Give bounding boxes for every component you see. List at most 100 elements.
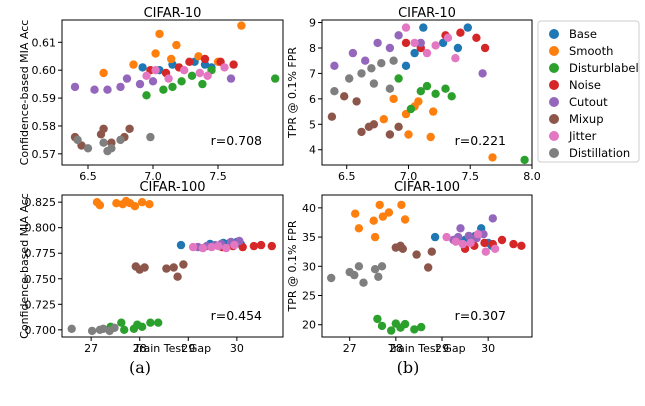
legend-item-distillation: Distillation (549, 146, 630, 160)
point-jitter (142, 71, 151, 81)
point-disturblabel (271, 74, 280, 83)
point-cutout (122, 74, 132, 83)
point-jitter (220, 63, 229, 72)
point-smooth (351, 209, 360, 218)
legend-label: Disturblabel (569, 61, 639, 75)
point-jitter (222, 243, 231, 253)
point-jitter (451, 237, 460, 246)
legend-item-base: Base (549, 27, 597, 41)
y-axis-title: Confidence-based MIA Acc (18, 20, 31, 166)
point-jitter (180, 66, 189, 75)
point-disturblabel (410, 325, 419, 334)
x-tick-label: 28 (133, 342, 147, 355)
legend-item-cutout: Cutout (549, 95, 608, 109)
y-tick-label: 9 (309, 17, 316, 30)
point-cutout (148, 77, 158, 86)
point-cutout (488, 214, 497, 223)
point-smooth (99, 68, 108, 78)
point-disturblabel (520, 155, 529, 165)
point-smooth (194, 52, 203, 61)
point-cutout (90, 85, 99, 94)
panel-title: CIFAR-100 (139, 180, 205, 195)
point-disturblabel (198, 79, 207, 89)
legend-label: Smooth (569, 44, 613, 58)
point-jitter (164, 74, 173, 83)
point-jitter (490, 244, 500, 253)
point-jitter (198, 243, 208, 253)
point-cutout (226, 74, 236, 83)
point-noise (229, 60, 238, 69)
point-disturblabel (400, 319, 410, 329)
point-disturblabel (187, 71, 197, 81)
point-disturblabel (142, 91, 151, 100)
x-tick-label: 27 (84, 342, 98, 355)
point-distillation (389, 56, 398, 65)
point-distillation (367, 64, 376, 73)
point-jitter (151, 66, 160, 75)
legend-label: Distillation (569, 146, 630, 160)
point-distillation (345, 74, 354, 83)
legend-label: Jitter (568, 129, 597, 143)
point-cutout (348, 48, 358, 58)
legend-item-disturblabel: Disturblabel (549, 61, 639, 75)
point-mixup (140, 263, 149, 272)
point-jitter (188, 242, 198, 252)
panel-title: CIFAR-10 (144, 6, 202, 21)
point-disturblabel (154, 318, 163, 327)
scatter-panel-2: 6.5 7.0 7.5 8.0 4 5 6 7 8 9 CIFAR-10 TPR @ 0.1% FPR… (286, 6, 541, 183)
point-distillation (103, 146, 112, 156)
point-cutout (361, 56, 370, 65)
legend: Base Smooth Disturblabel Noise Cutout Mixup Ji… (537, 20, 640, 163)
point-jitter (214, 241, 223, 251)
y-tick-label: 0.725 (25, 298, 57, 311)
scatter-panel-4: 27 28 29 30 20 25 30 35 40 CIFAR-100 TPR @ 0.1% FP… (286, 180, 533, 355)
point-disturblabel (159, 85, 168, 94)
point-cutout (464, 231, 473, 241)
point-base (401, 61, 411, 70)
x-tick-label: 29 (435, 342, 449, 355)
point-disturblabel (416, 87, 425, 96)
point-distillation (357, 69, 366, 78)
point-noise (200, 54, 210, 64)
legend-item-mixup: Mixup (549, 112, 604, 126)
y-tick-label: 0.775 (25, 247, 57, 260)
point-cutout (103, 85, 112, 94)
point-cutout (70, 82, 80, 92)
point-disturblabel (168, 82, 177, 92)
point-smooth (404, 130, 413, 139)
point-mixup (352, 97, 361, 106)
point-smooth (397, 200, 406, 210)
y-tick-label: 25 (302, 290, 316, 303)
y-tick-label: 4 (309, 144, 316, 157)
point-smooth (379, 115, 388, 124)
point-base (410, 48, 419, 58)
point-smooth (378, 212, 388, 221)
point-smooth (137, 198, 147, 207)
x-axis-title: Train Test Gap (133, 342, 211, 355)
point-mixup (99, 124, 108, 133)
point-disturblabel (422, 81, 432, 91)
point-jitter (466, 238, 475, 248)
y-tick-label: 40 (302, 202, 316, 215)
legend-item-smooth: Smooth (549, 44, 613, 58)
x-tick-label: 6.5 (79, 170, 97, 183)
correlation-label: r=0.221 (455, 133, 506, 148)
y-tick-label: 5 (309, 118, 316, 131)
point-mixup (125, 124, 134, 133)
y-tick-label: 0.58 (32, 120, 57, 133)
legend-marker (549, 148, 559, 158)
point-base (138, 63, 147, 72)
scatter-panel-1: 6.5 7.0 7.5 0.57 0.58 0.59 0.60 0.61 CIFAR-10 Con… (18, 6, 284, 183)
point-cutout (330, 61, 339, 70)
point-smooth (354, 224, 364, 233)
y-axis-title: Confidence-based MIA Acc (18, 193, 31, 339)
x-tick-label: 7.5 (461, 170, 479, 183)
point-disturblabel (137, 322, 147, 331)
y-tick-label: 7 (309, 67, 316, 80)
y-tick-label: 0.61 (32, 36, 57, 49)
x-tick-label: 7.0 (144, 170, 162, 183)
point-distillation (73, 135, 82, 145)
point-smooth (384, 208, 394, 217)
y-tick-label: 0.60 (32, 64, 57, 77)
point-distillation (359, 278, 368, 287)
